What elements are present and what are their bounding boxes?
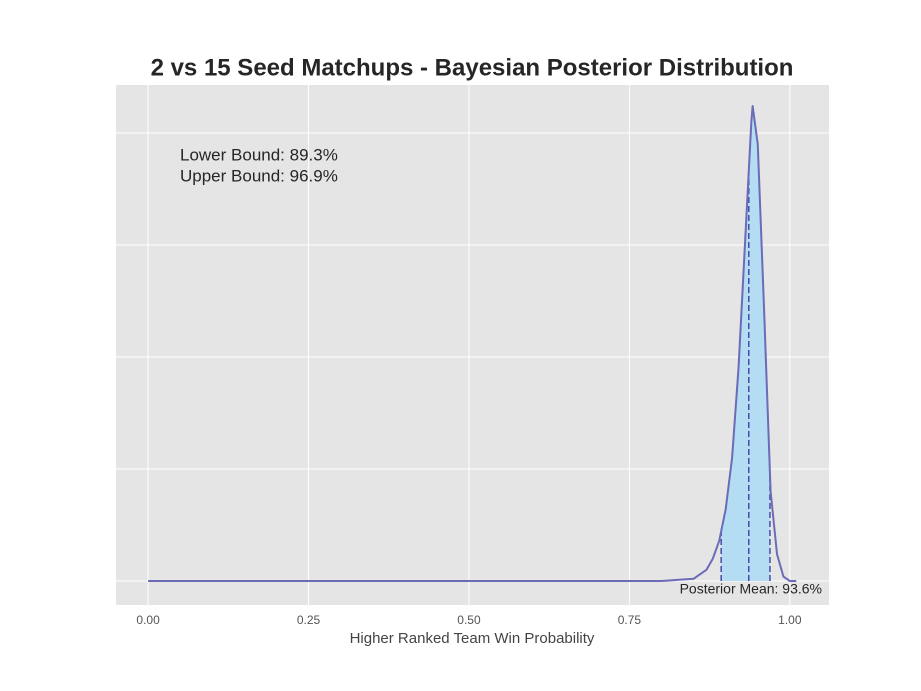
x-tick-label: 0.75 — [618, 613, 642, 627]
upper-bound-label: Upper Bound: 96.9% — [180, 166, 338, 185]
x-tick-label: 0.25 — [297, 613, 321, 627]
grid — [116, 85, 829, 605]
x-axis-label: Higher Ranked Team Win Probability — [350, 630, 595, 647]
x-tick-label: 1.00 — [778, 613, 802, 627]
lower-bound-label: Lower Bound: 89.3% — [180, 145, 338, 164]
plot-area — [116, 85, 829, 605]
credible-interval-area — [721, 106, 770, 582]
x-tick-label: 0.50 — [457, 613, 481, 627]
posterior-mean-label: Posterior Mean: 93.6% — [680, 581, 822, 597]
density-line — [148, 105, 797, 583]
marks — [148, 105, 797, 583]
chart-title: 2 vs 15 Seed Matchups - Bayesian Posteri… — [151, 54, 794, 81]
x-tick-label: 0.00 — [136, 613, 160, 627]
